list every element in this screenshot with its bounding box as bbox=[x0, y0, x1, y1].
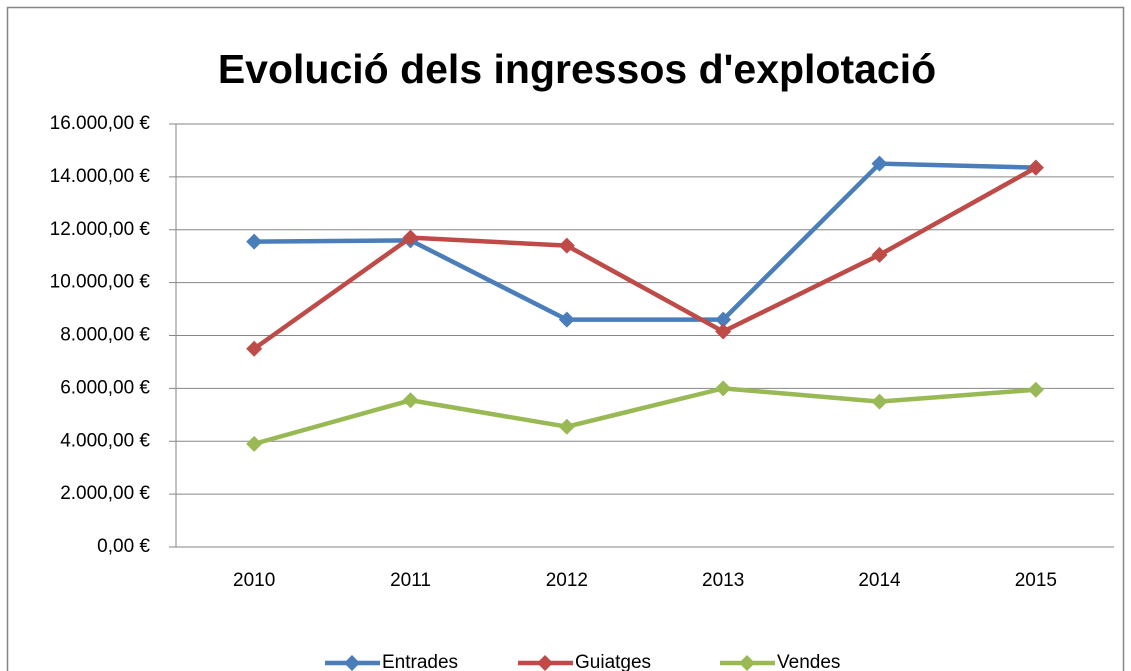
data-point bbox=[871, 393, 888, 410]
series-line bbox=[254, 161, 1036, 322]
legend-label: Vendes bbox=[777, 652, 840, 671]
data-point bbox=[558, 311, 575, 328]
series-line bbox=[253, 386, 1037, 447]
series-line bbox=[252, 165, 1037, 351]
x-tick-label: 2011 bbox=[390, 570, 431, 591]
legend-marker bbox=[739, 655, 755, 671]
x-tick-label: 2012 bbox=[546, 570, 588, 591]
x-tick-label: 2010 bbox=[233, 570, 275, 591]
data-point bbox=[558, 237, 575, 254]
x-tick-label: 2014 bbox=[858, 570, 901, 591]
data-point bbox=[402, 229, 419, 246]
chart-title: Evolució dels ingressos d'explotació bbox=[218, 46, 936, 92]
x-tick-label: 2013 bbox=[702, 570, 744, 591]
y-tick-label: 2.000,00 € bbox=[60, 483, 150, 504]
y-tick-label: 0,00 € bbox=[97, 536, 150, 557]
y-tick-label: 10.000,00 € bbox=[50, 272, 151, 293]
y-tick-label: 14.000,00 € bbox=[50, 166, 151, 187]
y-tick-label: 12.000,00 € bbox=[50, 219, 151, 240]
data-point bbox=[871, 246, 888, 263]
data-point bbox=[715, 323, 732, 340]
data-point bbox=[246, 435, 263, 452]
y-tick-label: 8.000,00 € bbox=[60, 325, 150, 346]
data-point bbox=[1027, 381, 1044, 398]
legend-label: Entrades bbox=[382, 652, 458, 671]
data-point bbox=[715, 311, 732, 328]
legend-marker bbox=[344, 655, 360, 671]
legend-marker bbox=[537, 655, 553, 671]
y-tick-label: 4.000,00 € bbox=[60, 430, 150, 451]
y-tick-label: 6.000,00 € bbox=[60, 377, 150, 398]
data-point bbox=[402, 392, 419, 409]
data-point bbox=[246, 233, 263, 250]
legend-label: Guiatges bbox=[575, 652, 651, 671]
chart-border bbox=[6, 6, 1125, 671]
x-tick-label: 2015 bbox=[1015, 570, 1057, 591]
data-point bbox=[246, 340, 263, 357]
data-point bbox=[871, 155, 888, 172]
data-point bbox=[715, 380, 732, 397]
data-point bbox=[558, 418, 575, 435]
y-tick-label: 16.000,00 € bbox=[50, 113, 151, 134]
data-point bbox=[1027, 159, 1044, 176]
